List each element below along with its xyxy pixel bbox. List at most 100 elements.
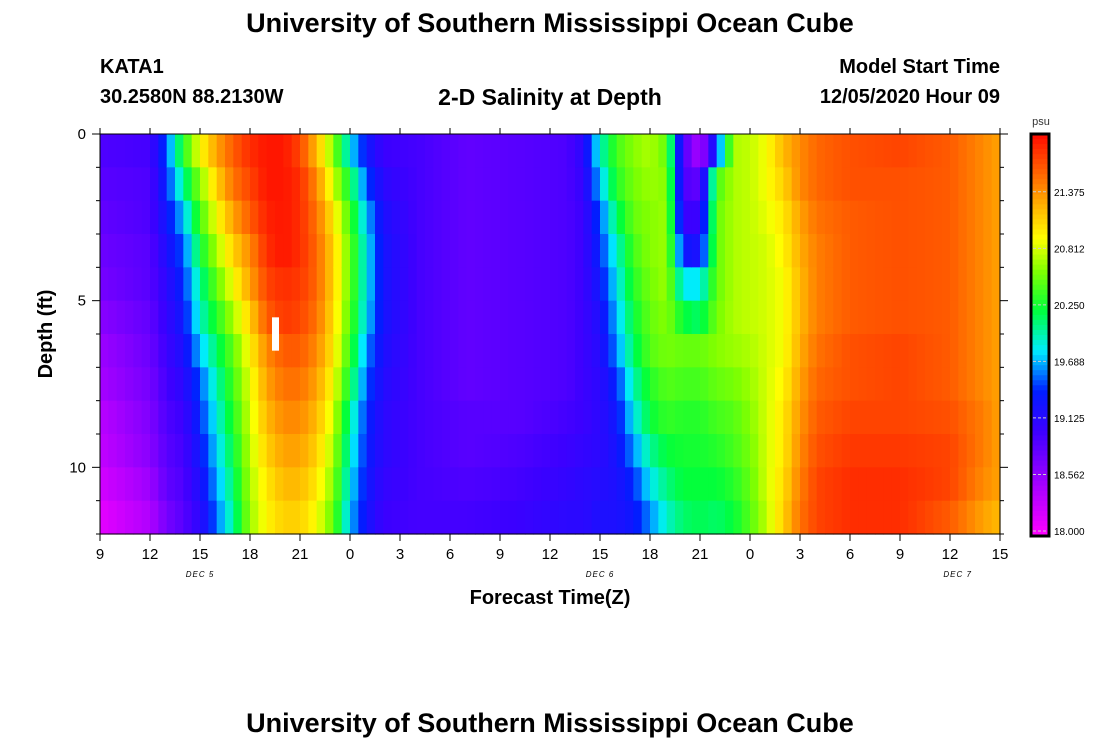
heatmap-cell	[508, 467, 518, 502]
heatmap-cell	[516, 234, 526, 268]
heatmap-cell	[800, 400, 809, 435]
heatmap-cell	[608, 467, 618, 502]
heatmap-cell	[750, 134, 759, 168]
heatmap-cell	[875, 434, 884, 468]
heatmap-cell	[950, 500, 959, 535]
heatmap-cell	[483, 134, 493, 168]
x-tick-label: 18	[642, 546, 659, 563]
colorbar-swatch	[1031, 410, 1049, 417]
colorbar-swatch	[1031, 340, 1049, 346]
heatmap-cell	[433, 300, 443, 335]
heatmap-cell	[341, 400, 351, 435]
heatmap-cell	[850, 467, 859, 502]
heatmap-cell	[316, 434, 326, 468]
heatmap-cell	[950, 167, 959, 202]
heatmap-cell	[325, 267, 334, 302]
heatmap-cell	[208, 167, 218, 202]
heatmap-cell	[991, 300, 1001, 335]
heatmap-cell	[366, 367, 376, 402]
heatmap-cell	[516, 334, 526, 368]
heatmap-cell	[166, 200, 176, 235]
heatmap-cell	[275, 267, 284, 302]
heatmap-cell	[633, 167, 643, 202]
heatmap-cell	[858, 400, 868, 435]
heatmap-cell	[691, 434, 701, 468]
colorbar-unit: psu	[1032, 116, 1050, 128]
heatmap-cell	[908, 267, 918, 302]
colorbar-swatch	[1031, 249, 1049, 256]
heatmap-cell	[133, 234, 143, 268]
heatmap-cell	[200, 434, 209, 468]
heatmap-cell	[391, 467, 401, 502]
heatmap-cell	[475, 367, 484, 402]
heatmap-cell	[550, 434, 559, 468]
heatmap-cell	[500, 500, 509, 535]
heatmap-cell	[808, 167, 818, 202]
heatmap-cell	[441, 500, 451, 535]
heatmap-cell	[625, 300, 634, 335]
heatmap-cell	[875, 500, 884, 535]
heatmap-cell	[716, 467, 726, 502]
heatmap-cell	[925, 367, 934, 402]
heatmap-cell	[800, 234, 809, 268]
heatmap-cell	[716, 300, 726, 335]
heatmap-cell	[208, 334, 218, 368]
heatmap-cell	[216, 134, 226, 168]
heatmap-cell	[441, 167, 451, 202]
heatmap-cell	[241, 334, 251, 368]
heatmap-cell	[933, 500, 943, 535]
heatmap-cell	[916, 267, 926, 302]
heatmap-cell	[900, 234, 909, 268]
heatmap-cell	[208, 400, 218, 435]
heatmap-cell	[333, 267, 343, 302]
heatmap-cell	[525, 400, 534, 435]
heatmap-cell	[800, 367, 809, 402]
heatmap-cell	[175, 434, 184, 468]
heatmap-cell	[666, 467, 676, 502]
colorbar-swatch	[1031, 214, 1049, 221]
heatmap-cell	[550, 400, 559, 435]
heatmap-cell	[833, 367, 843, 402]
heatmap-cell	[358, 467, 368, 502]
heatmap-cell	[850, 200, 859, 235]
heatmap-cell	[458, 200, 468, 235]
heatmap-cell	[908, 334, 918, 368]
heatmap-cell	[675, 400, 684, 435]
heatmap-cell	[450, 400, 459, 435]
heatmap-cell	[216, 234, 226, 268]
heatmap-cell	[441, 334, 451, 368]
heatmap-cell	[908, 134, 918, 168]
heatmap-cell	[116, 134, 126, 168]
heatmap-cell	[716, 434, 726, 468]
heatmap-cell	[708, 167, 718, 202]
heatmap-cell	[350, 134, 359, 168]
heatmap-cell	[233, 467, 243, 502]
heatmap-cell	[791, 267, 801, 302]
heatmap-cell	[350, 400, 359, 435]
heatmap-cell	[525, 434, 534, 468]
heatmap-cell	[983, 334, 993, 368]
x-tick-label: 12	[142, 546, 159, 563]
heatmap-cell	[233, 267, 243, 302]
heatmap-cell	[516, 400, 526, 435]
heatmap-cell	[100, 167, 109, 202]
heatmap-cell	[408, 300, 418, 335]
heatmap-cell	[350, 434, 359, 468]
heatmap-cell	[433, 467, 443, 502]
heatmap-cell	[558, 334, 568, 368]
heatmap-cell	[741, 234, 751, 268]
heatmap-cell	[533, 234, 543, 268]
heatmap-cell	[858, 300, 868, 335]
heatmap-cell	[325, 134, 334, 168]
heatmap-cell	[783, 234, 793, 268]
heatmap-cell	[466, 300, 476, 335]
heatmap-cell	[300, 400, 309, 435]
heatmap-cell	[950, 234, 959, 268]
heatmap-cell	[941, 200, 951, 235]
heatmap-cell	[383, 334, 393, 368]
heatmap-cell	[808, 467, 818, 502]
colorbar-swatch	[1031, 440, 1049, 447]
heatmap-cell	[650, 434, 659, 468]
heatmap-cell	[133, 300, 143, 335]
heatmap-cell	[266, 467, 276, 502]
